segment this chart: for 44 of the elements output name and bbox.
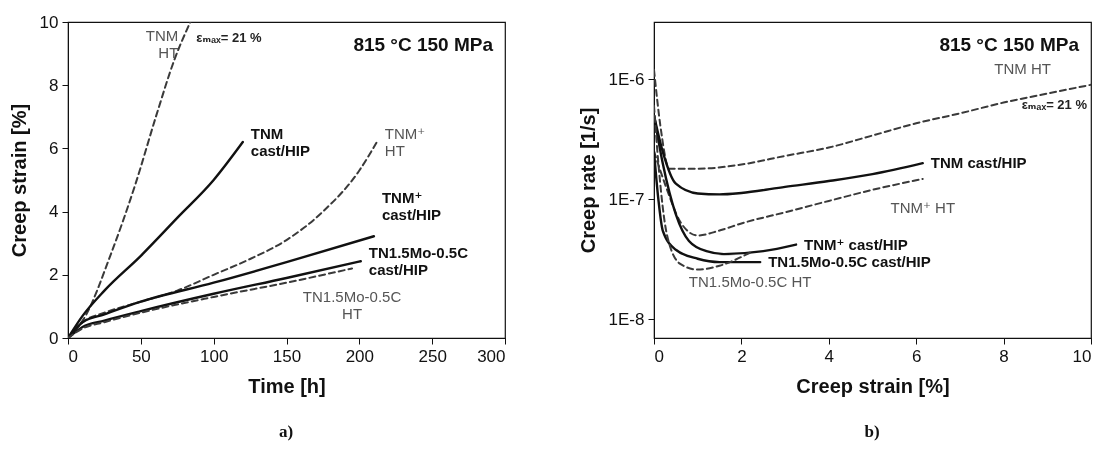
x-tick-label: 6 (911, 346, 922, 366)
x-tick-label: 200 (345, 346, 375, 366)
y-tick-label: 8 (49, 75, 59, 95)
x-tick-label: 250 (418, 346, 447, 366)
series-label: TN1.5Mo-0.5C cast/HIP (768, 253, 931, 271)
series-label: TN1.5Mo-0.5C HT (688, 272, 812, 290)
text: b) (864, 422, 880, 441)
x-tick-label: 50 (131, 346, 151, 366)
annotation: εₘₐₓ= 21 % (196, 30, 263, 45)
series-label: TNM HT (145, 27, 179, 61)
x-tick-label: 2 (737, 346, 747, 366)
annotation: εₘₐₓ= 21 % (1021, 96, 1088, 112)
y-tick-label: 1E-8 (608, 309, 645, 329)
series-label: TNM cast/HIP (250, 125, 310, 160)
x-axis-title: Time [h] (248, 374, 326, 397)
y-tick-label: 0 (49, 328, 59, 348)
series-label: TN1.5Mo-0.5C HT (302, 288, 402, 323)
x-tick-label: 8 (999, 346, 1009, 366)
y-tick-label: 1E-7 (608, 189, 645, 209)
series-label: TNM HT (994, 59, 1051, 77)
x-tick-label: 150 (272, 346, 302, 366)
x-axis-title: Creep strain [%] (796, 374, 950, 397)
y-tick-label: 10 (39, 12, 59, 32)
series-label: TNM⁺ HT (384, 125, 426, 160)
annotation: 815 °C 150 MPa (353, 34, 494, 55)
x-tick-label: 10 (1072, 346, 1092, 366)
series-label: TNM⁺ HT (890, 198, 956, 216)
x-tick-label: 300 (477, 346, 506, 366)
series-label: TNM⁺ cast/HIP (381, 189, 442, 224)
y-tick-label: 6 (49, 138, 59, 158)
x-tick-label: 0 (654, 346, 664, 366)
y-tick-label: 1E-6 (608, 69, 645, 89)
x-tick-label: 4 (824, 346, 835, 366)
x-tick-label: 0 (68, 346, 78, 366)
x-tick-label: 100 (199, 346, 229, 366)
y-axis-title: Creep rate [1/s] (576, 107, 599, 254)
series-label: TNM⁺ cast/HIP (804, 235, 908, 253)
annotation: 815 °C 150 MPa (939, 34, 1080, 55)
series-label: TNM cast/HIP (930, 154, 1027, 172)
text: a) (278, 422, 294, 441)
y-tick-label: 2 (49, 265, 59, 285)
y-axis-title: Creep strain [%] (7, 103, 30, 258)
series-label: TN1.5Mo-0.5C cast/HIP (368, 244, 469, 279)
y-tick-label: 4 (49, 202, 59, 222)
